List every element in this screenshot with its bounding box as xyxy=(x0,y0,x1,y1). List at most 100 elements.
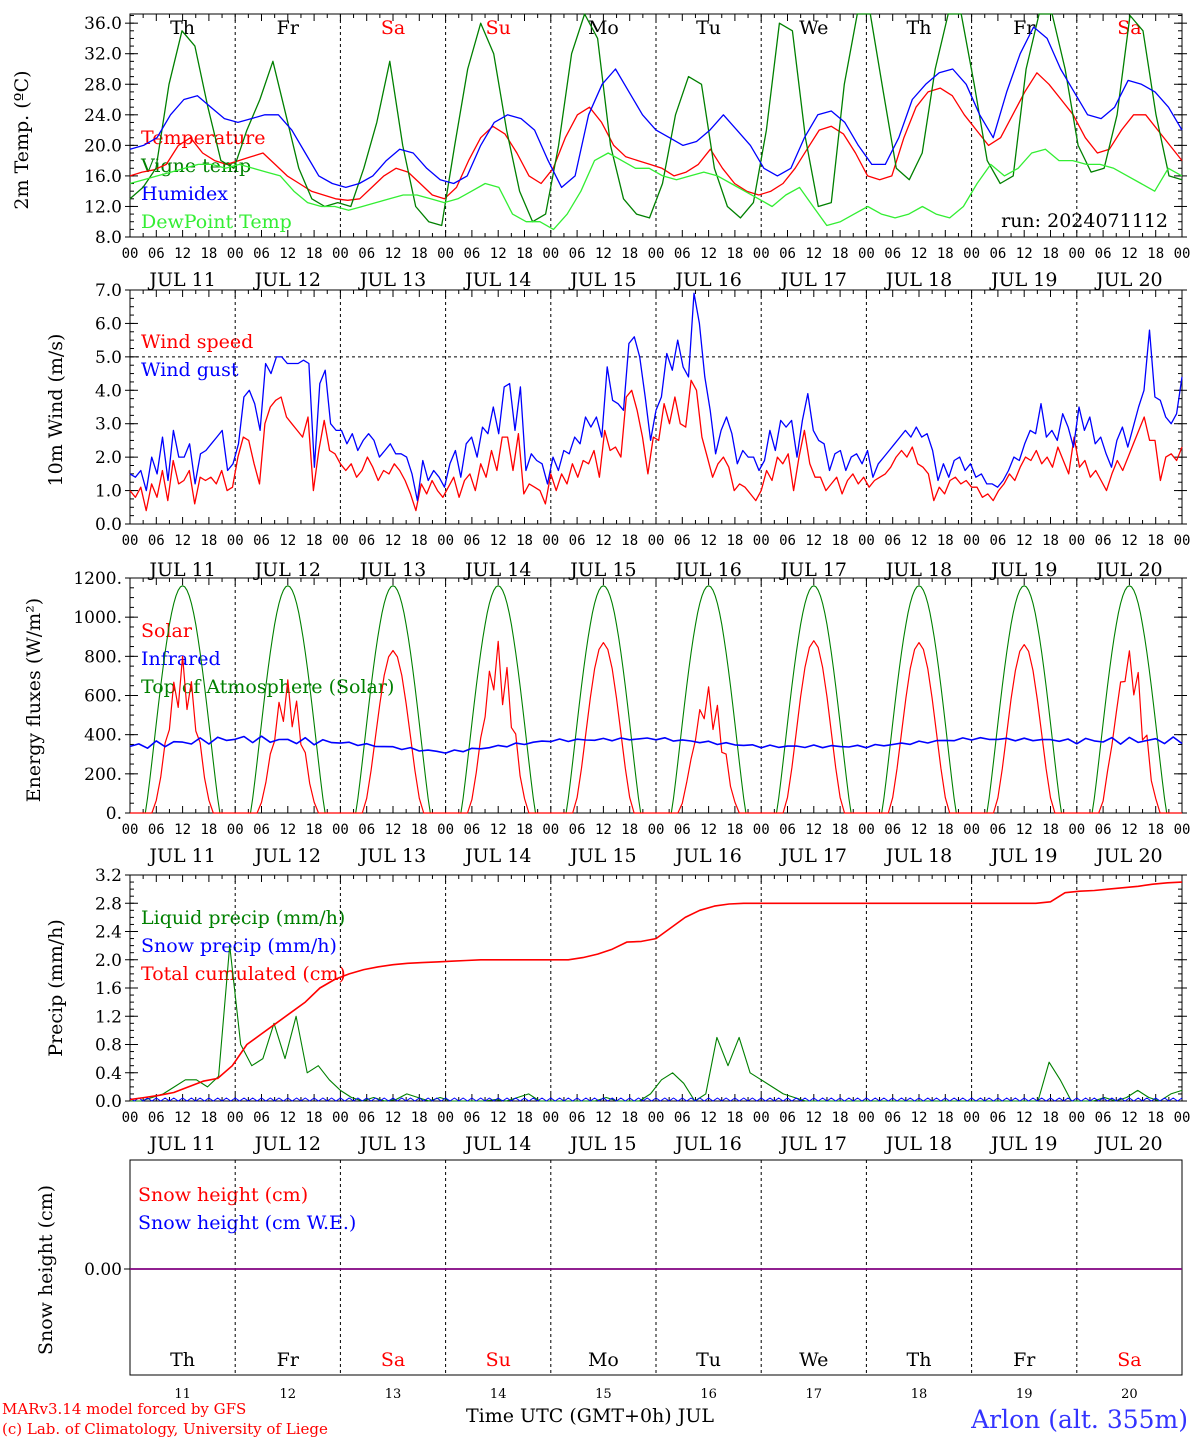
wind-hour-label: 18 xyxy=(937,533,954,549)
legend-snow-we: Snow height (cm W.E.) xyxy=(138,1212,356,1234)
day-number-label: 12 xyxy=(280,1387,297,1402)
legend-infrared: Infrared xyxy=(141,648,221,670)
precip-hour-label: 00 xyxy=(332,1110,349,1126)
temp-hour-label: 18 xyxy=(516,246,533,262)
snow-panel: Snow height (cm) Snow height (cm) Snow h… xyxy=(35,1159,1183,1402)
wind-panel: 10m Wind (m/s) Wind speed Wind gust 0.0 1… xyxy=(45,281,1190,581)
wind-hour-label: 00 xyxy=(1174,533,1191,549)
legend-dewpoint: DewPoint Temp xyxy=(141,211,292,233)
wind-y-tick-label: 5.0 xyxy=(95,348,122,368)
precip-y-tick-label: 0.8 xyxy=(95,1036,122,1056)
energy-hour-label: 06 xyxy=(674,822,691,838)
wind-hour-label: 00 xyxy=(332,533,349,549)
wind-y-tick-label: 2.0 xyxy=(95,448,122,468)
wind-hour-label: 06 xyxy=(569,533,586,549)
x-axis-title: Time UTC (GMT+0h) JUL xyxy=(466,1405,714,1427)
temp-date-label: JUL 20 xyxy=(1094,269,1162,291)
energy-date-label: JUL 19 xyxy=(989,845,1057,867)
legend-humidex: Humidex xyxy=(141,183,228,205)
energy-hour-label: 00 xyxy=(1174,822,1191,838)
precip-hour-label: 18 xyxy=(726,1110,743,1126)
wind-y-tick-label: 7.0 xyxy=(95,281,122,301)
day-number-label: 19 xyxy=(1016,1387,1033,1402)
energy-date-label: JUL 20 xyxy=(1094,845,1162,867)
precip-ylabel: Precip (mm/h) xyxy=(45,919,67,1057)
temp-hour-label: 06 xyxy=(1095,246,1112,262)
day-number-label: 11 xyxy=(174,1387,191,1402)
series-dewpoint-temp-line xyxy=(129,148,1183,231)
precip-hour-label: 18 xyxy=(200,1110,217,1126)
temp-hour-label: 18 xyxy=(726,246,743,262)
weekday-label: Th xyxy=(907,1349,932,1371)
wind-hour-label: 00 xyxy=(753,533,770,549)
precip-hour-label: 12 xyxy=(595,1110,612,1126)
wind-hour-label: 18 xyxy=(726,533,743,549)
wind-hour-label: 00 xyxy=(858,533,875,549)
wind-hour-label: 00 xyxy=(437,533,454,549)
precip-date-label: JUL 11 xyxy=(147,1133,215,1155)
temp-date-label: JUL 15 xyxy=(568,269,636,291)
wind-date-label: JUL 16 xyxy=(673,559,741,581)
wind-hour-label: 06 xyxy=(148,533,165,549)
temp-hour-label: 18 xyxy=(411,246,428,262)
energy-hour-label: 00 xyxy=(332,822,349,838)
energy-hour-label: 12 xyxy=(700,822,717,838)
legend-liquid-precip: Liquid precip (mm/h) xyxy=(141,907,345,929)
temp-hour-label: 00 xyxy=(122,246,139,262)
wind-hour-label: 18 xyxy=(306,533,323,549)
precip-hour-label: 06 xyxy=(253,1110,270,1126)
precip-hour-label: 00 xyxy=(753,1110,770,1126)
energy-date-label: JUL 13 xyxy=(358,845,426,867)
weekday-label: Sa xyxy=(381,17,405,39)
temp-date-label: JUL 14 xyxy=(463,269,531,291)
precip-hour-label: 00 xyxy=(227,1110,244,1126)
precip-hour-label: 00 xyxy=(1068,1110,1085,1126)
precip-hour-label: 06 xyxy=(884,1110,901,1126)
wind-hour-label: 12 xyxy=(279,533,296,549)
wind-hour-label: 18 xyxy=(516,533,533,549)
energy-hour-label: 18 xyxy=(621,822,638,838)
wind-date-label: JUL 19 xyxy=(989,559,1057,581)
precip-hour-label: 00 xyxy=(437,1110,454,1126)
energy-hour-label: 18 xyxy=(306,822,323,838)
wind-hour-label: 06 xyxy=(674,533,691,549)
temp-hour-label: 06 xyxy=(779,246,796,262)
energy-hour-label: 06 xyxy=(253,822,270,838)
series-infrared-line xyxy=(129,735,1183,754)
series-total-cumulated-line xyxy=(129,881,1183,1101)
wind-date-label: JUL 15 xyxy=(568,559,636,581)
temp-y-tick-label: 16.0 xyxy=(84,167,122,187)
temp-hour-label: 12 xyxy=(805,246,822,262)
lab-credit: (c) Lab. of Climatology, University of L… xyxy=(2,1420,328,1438)
legend-snow-precip: Snow precip (mm/h) xyxy=(141,935,337,957)
energy-y-tick-label: 200. xyxy=(84,765,122,785)
energy-hour-label: 18 xyxy=(1042,822,1059,838)
wind-y-tick-label: 4.0 xyxy=(95,381,122,401)
wind-hour-label: 00 xyxy=(963,533,980,549)
weekday-label: Fr xyxy=(277,1349,300,1371)
energy-y-tick-label: 0. xyxy=(106,804,122,824)
wind-y-tick-label: 0.0 xyxy=(95,515,122,535)
temp-hour-label: 00 xyxy=(648,246,665,262)
temp-hour-label: 18 xyxy=(1147,246,1164,262)
wind-hour-label: 18 xyxy=(411,533,428,549)
temp-hour-label: 12 xyxy=(700,246,717,262)
energy-hour-label: 12 xyxy=(595,822,612,838)
precip-hour-label: 18 xyxy=(1147,1110,1164,1126)
wind-hour-label: 18 xyxy=(621,533,638,549)
temp-y-tick-label: 28.0 xyxy=(84,75,122,95)
precip-date-label: JUL 16 xyxy=(673,1133,741,1155)
wind-date-label: JUL 11 xyxy=(147,559,215,581)
precip-hour-label: 12 xyxy=(911,1110,928,1126)
series-liquid-precip-line xyxy=(130,945,1183,1102)
day-number-label: 16 xyxy=(700,1387,717,1402)
legend-vigne-temp: Vigne temp xyxy=(140,155,251,177)
precip-hour-label: 06 xyxy=(779,1110,796,1126)
energy-hour-label: 06 xyxy=(989,822,1006,838)
temp-date-label: JUL 16 xyxy=(673,269,741,291)
wind-date-label: JUL 20 xyxy=(1094,559,1162,581)
temp-hour-label: 06 xyxy=(148,246,165,262)
series-temperature-line xyxy=(129,72,1183,201)
energy-panel: Energy fluxes (W/m²) Solar Infrared Top … xyxy=(23,569,1190,867)
